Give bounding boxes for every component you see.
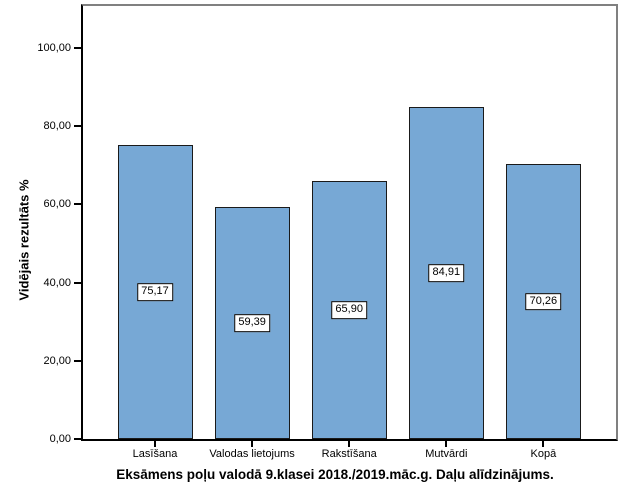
x-category-label: Rakstīšana: [321, 448, 377, 460]
x-tick-mark: [445, 441, 448, 447]
y-tick-label: 60,00: [43, 198, 71, 211]
bar-value-label: 84,91: [428, 264, 465, 282]
y-tick-mark: [74, 203, 81, 206]
x-tick-mark: [154, 441, 156, 447]
x-tick-mark: [348, 441, 351, 447]
y-tick-label: 80,00: [43, 120, 71, 133]
y-tick-mark: [74, 47, 81, 49]
x-category-label: Lasīšana: [132, 448, 178, 460]
x-tick-mark: [542, 441, 545, 447]
bar: 84,91: [408, 107, 484, 439]
bar-value-label: 75,17: [137, 283, 173, 301]
x-category-label: Mutvārdi: [425, 448, 468, 460]
x-axis-title: Eksāmens poļu valodā 9.klasei 2018./2019…: [116, 467, 554, 482]
y-tick-label: 0,00: [49, 433, 71, 445]
bar-value-label: 65,90: [331, 301, 367, 319]
y-tick-mark: [74, 281, 81, 284]
bar-value-label: 59,39: [234, 314, 270, 332]
y-tick-label: 20,00: [43, 354, 71, 367]
y-tick-mark: [74, 438, 81, 440]
x-tick-mark: [251, 441, 254, 447]
bar: 65,90: [311, 181, 387, 439]
plot-area: 75,17 59,39 65,90 84,91 70,26: [81, 4, 618, 441]
y-tick-mark: [74, 359, 81, 362]
y-tick-label: 40,00: [43, 276, 71, 289]
x-category-label: Kopā: [530, 448, 557, 460]
y-tick-mark: [74, 125, 81, 128]
x-category-label: Valodas lietojums: [209, 448, 295, 460]
bar: 59,39: [214, 206, 290, 439]
bar-value-label: 70,26: [525, 292, 562, 311]
bar: 70,26: [505, 164, 581, 439]
y-tick-label: 100,00: [37, 42, 71, 54]
bar: 75,17: [117, 145, 193, 439]
